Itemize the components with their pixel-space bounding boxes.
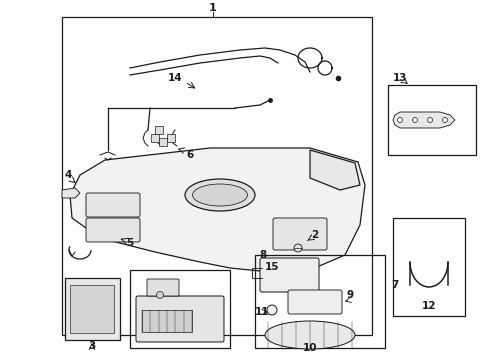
Circle shape: [427, 117, 431, 122]
Polygon shape: [167, 134, 175, 142]
Circle shape: [266, 305, 276, 315]
Polygon shape: [159, 138, 167, 146]
Polygon shape: [309, 150, 359, 190]
FancyBboxPatch shape: [136, 296, 224, 342]
Ellipse shape: [192, 184, 247, 206]
Ellipse shape: [184, 179, 254, 211]
Bar: [62, 17, 371, 335]
Text: 15: 15: [264, 262, 279, 272]
FancyBboxPatch shape: [86, 218, 140, 242]
FancyBboxPatch shape: [260, 258, 318, 292]
Text: 7: 7: [390, 280, 398, 290]
Text: 12: 12: [421, 301, 435, 311]
Circle shape: [397, 117, 402, 122]
Polygon shape: [392, 112, 454, 128]
Text: 9: 9: [346, 290, 353, 300]
Bar: [70, 285, 114, 333]
Circle shape: [156, 292, 163, 298]
Text: 13: 13: [392, 73, 407, 83]
Bar: [142, 310, 192, 332]
FancyBboxPatch shape: [272, 218, 326, 250]
Bar: [65, 278, 120, 340]
Polygon shape: [155, 126, 163, 134]
Text: 10: 10: [302, 343, 317, 353]
Text: 4: 4: [64, 170, 72, 180]
Text: 6: 6: [186, 150, 193, 160]
Bar: [254, 255, 384, 348]
Polygon shape: [70, 148, 364, 272]
FancyBboxPatch shape: [86, 193, 140, 217]
FancyBboxPatch shape: [147, 279, 179, 296]
Text: 1: 1: [209, 3, 217, 13]
Bar: [392, 218, 464, 316]
Circle shape: [293, 244, 302, 252]
Polygon shape: [151, 134, 159, 142]
Circle shape: [442, 117, 447, 122]
Ellipse shape: [264, 321, 354, 349]
Text: 14: 14: [167, 73, 182, 83]
Circle shape: [412, 117, 417, 122]
Text: 11: 11: [254, 307, 269, 317]
Polygon shape: [62, 188, 80, 198]
FancyBboxPatch shape: [287, 290, 341, 314]
Text: 3: 3: [88, 341, 96, 351]
Text: 8: 8: [259, 250, 266, 260]
Text: 2: 2: [311, 230, 318, 240]
Bar: [130, 270, 229, 348]
Bar: [387, 85, 475, 155]
Text: 5: 5: [126, 238, 133, 248]
